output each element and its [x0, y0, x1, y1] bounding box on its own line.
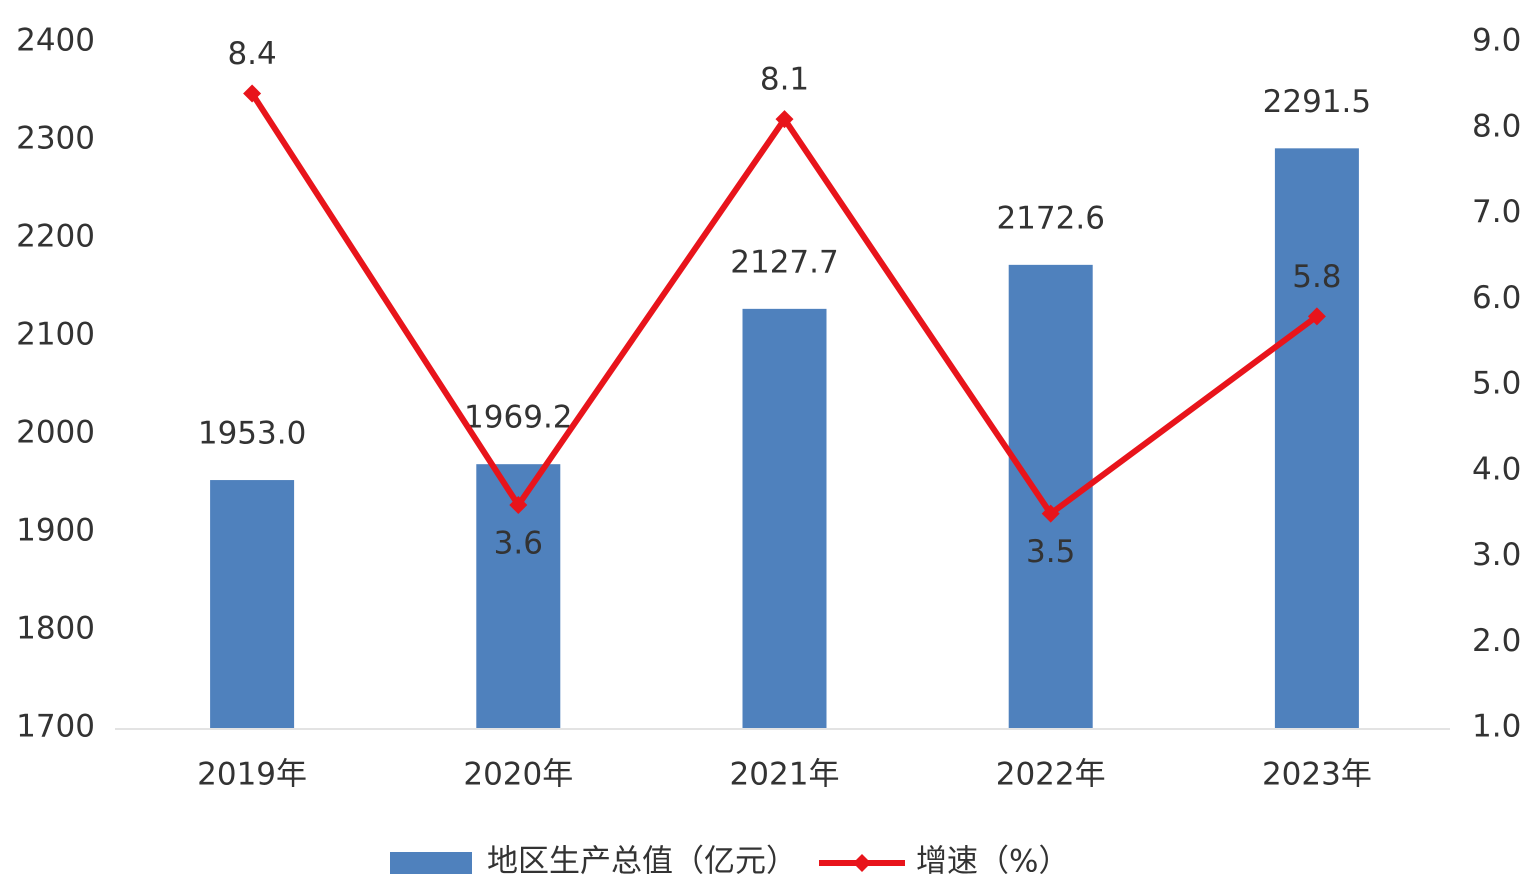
y2-tick-label: 8.0 [1472, 108, 1521, 144]
legend-marker [853, 854, 871, 872]
bar-value-label: 2172.6 [996, 200, 1104, 236]
bar-value-label: 2127.7 [730, 244, 838, 280]
bar-value-label: 2291.5 [1263, 84, 1371, 120]
y-tick-label: 2100 [16, 317, 95, 353]
legend-swatch [390, 852, 472, 874]
x-tick-label: 2021年 [730, 757, 840, 793]
legend-label: 地区生产总值（亿元） [487, 844, 797, 880]
bar [742, 308, 827, 728]
y2-tick-label: 7.0 [1472, 194, 1521, 230]
y2-tick-label: 5.0 [1472, 366, 1521, 402]
line-value-label: 3.5 [1026, 534, 1075, 570]
y2-tick-label: 4.0 [1472, 451, 1521, 487]
y2-tick-label: 1.0 [1472, 709, 1521, 745]
y-tick-label: 1900 [16, 513, 95, 549]
line-marker [509, 496, 528, 515]
line-value-label: 5.8 [1292, 259, 1341, 295]
x-tick-label: 2020年 [463, 757, 573, 793]
y-tick-label: 2000 [16, 415, 95, 451]
line-marker [1307, 307, 1326, 326]
y-tick-label: 2200 [16, 219, 95, 255]
line-marker [775, 110, 794, 129]
bar [1008, 264, 1093, 728]
y-tick-label: 1800 [16, 611, 95, 647]
x-tick-label: 2023年 [1262, 757, 1372, 793]
line-value-label: 3.6 [494, 526, 543, 562]
bar-value-label: 1953.0 [198, 416, 306, 452]
y2-tick-label: 9.0 [1472, 23, 1521, 59]
legend-label: 增速（%） [916, 844, 1069, 880]
y2-tick-label: 2.0 [1472, 623, 1521, 659]
bar-value-label: 1969.2 [464, 400, 572, 436]
line-value-label: 8.4 [227, 36, 276, 72]
y-tick-label: 2400 [16, 23, 95, 59]
y-tick-label: 1700 [16, 709, 95, 745]
line-marker [243, 84, 262, 103]
x-tick-label: 2019年 [197, 757, 307, 793]
y2-tick-label: 6.0 [1472, 280, 1521, 316]
x-tick-label: 2022年 [996, 757, 1106, 793]
bar [1274, 148, 1359, 728]
bar [210, 480, 295, 728]
line-marker [1041, 504, 1060, 523]
line-value-label: 8.1 [760, 62, 809, 98]
y2-tick-label: 3.0 [1472, 537, 1521, 573]
y-tick-label: 2300 [16, 121, 95, 157]
